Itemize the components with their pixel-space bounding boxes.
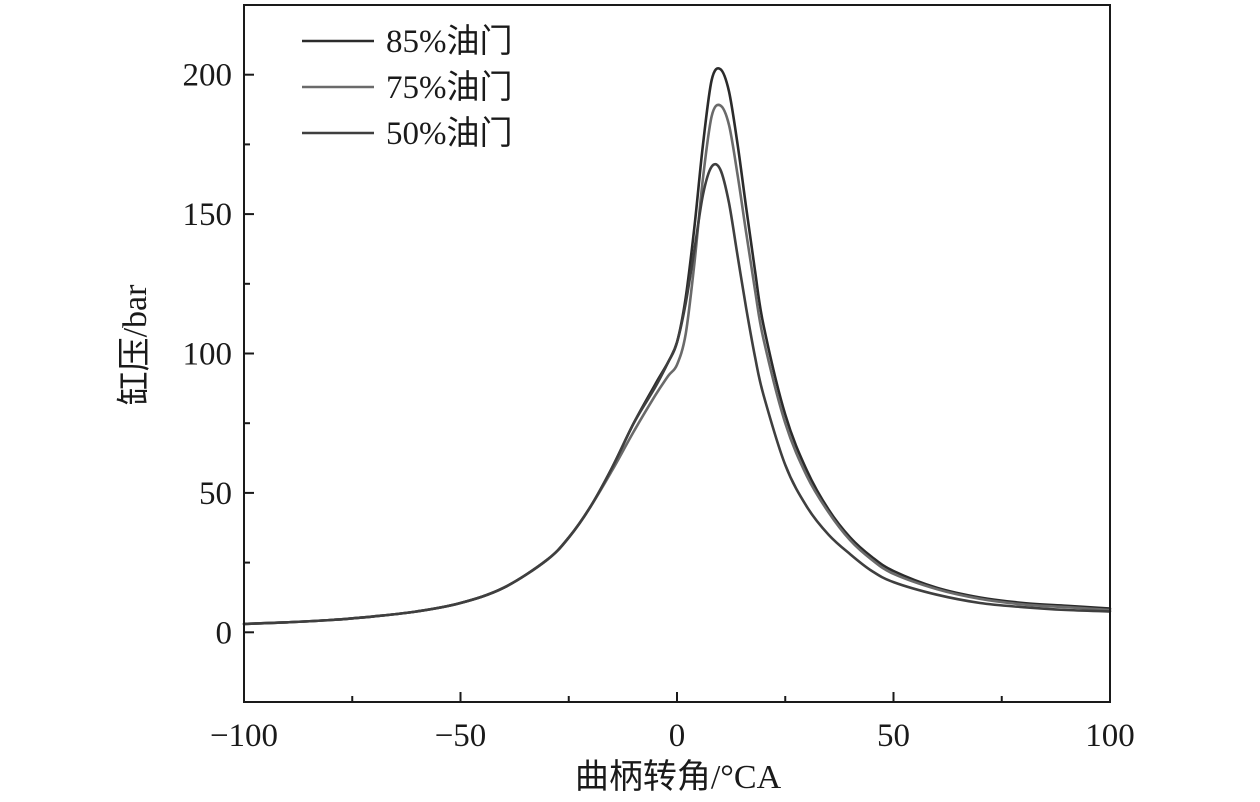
x-tick-label: 100 xyxy=(1085,718,1135,754)
series-lines xyxy=(242,67,1112,626)
series-line-2 xyxy=(242,103,1112,626)
legend: 85%油门 75%油门 50%油门 xyxy=(302,23,513,152)
x-tick-label: 50 xyxy=(877,718,910,754)
legend-label: 85%油门 xyxy=(386,23,513,60)
y-tick-label: 0 xyxy=(216,615,233,651)
series-line-3 xyxy=(242,162,1112,626)
y-tick-label: 150 xyxy=(183,197,233,233)
legend-label: 75%油门 xyxy=(386,69,513,106)
x-axis-title: 曲柄转角/°CA xyxy=(575,758,782,796)
y-tick-label: 50 xyxy=(199,476,232,512)
x-tick-label: −50 xyxy=(435,718,487,754)
y-tick-label: 200 xyxy=(183,58,233,94)
legend-label: 50%油门 xyxy=(386,115,513,152)
x-tick-label: 0 xyxy=(669,718,686,754)
y-axis-title: 缸压/bar xyxy=(116,284,154,406)
axis-tick-labels: −100 −50 0 50 100 0 50 100 150 200 xyxy=(183,58,1135,754)
y-tick-label: 100 xyxy=(183,337,233,373)
x-tick-label: −100 xyxy=(210,718,278,754)
plot-frame xyxy=(243,4,1111,703)
